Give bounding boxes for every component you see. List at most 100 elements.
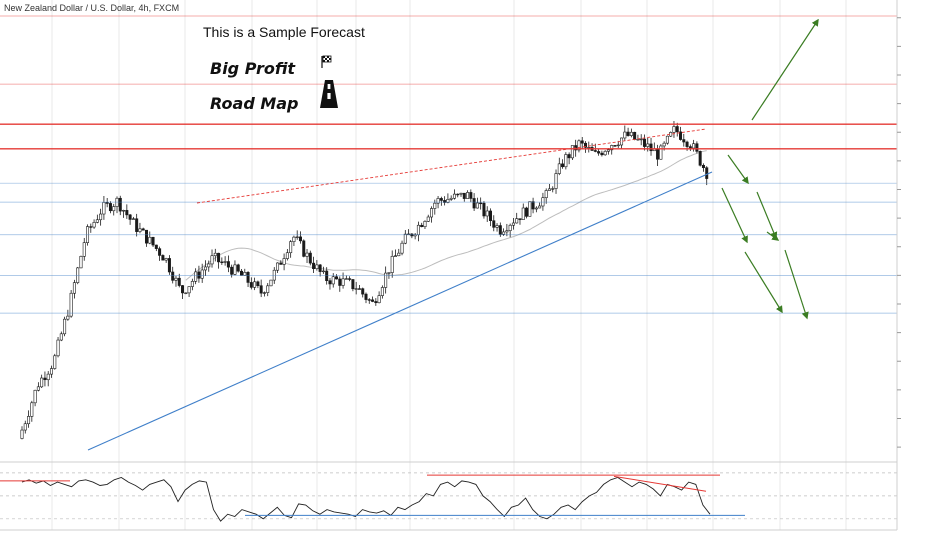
candle-body — [436, 198, 440, 204]
symbol-title: New Zealand Dollar / U.S. Dollar, 4h, FX… — [4, 3, 179, 13]
candle-body — [449, 197, 453, 200]
candle-body — [505, 230, 509, 233]
candle-body — [584, 142, 588, 148]
candle-body — [56, 339, 60, 357]
candle-body — [99, 213, 103, 221]
candle-body — [433, 202, 437, 209]
candle-body — [662, 142, 666, 147]
candle-body — [292, 236, 296, 242]
candle-body — [27, 416, 31, 425]
candle-body — [177, 277, 181, 286]
candle-body — [508, 224, 512, 231]
forecast-arrow — [727, 154, 749, 185]
candle-body — [472, 198, 476, 209]
candle-body — [213, 252, 217, 257]
candle-body — [547, 188, 551, 191]
candle-body — [479, 202, 483, 205]
candle-body — [426, 216, 430, 222]
candle-body — [312, 262, 316, 270]
candle-body — [659, 145, 663, 160]
candle-body — [246, 272, 250, 283]
candle-body — [118, 197, 122, 212]
candle-body — [298, 236, 302, 242]
candle-body — [672, 126, 676, 133]
candle-body — [403, 233, 407, 244]
candle-body — [266, 285, 270, 293]
candle-body — [315, 264, 319, 270]
candle-body — [79, 255, 83, 269]
candle-body — [200, 269, 204, 279]
candle-body — [515, 218, 519, 224]
candle-body — [279, 262, 283, 265]
candle-body — [236, 264, 240, 272]
road-map-text: Road Map — [210, 94, 299, 113]
candle-body — [416, 224, 420, 236]
forecast-arrow — [751, 18, 819, 121]
candle-body — [308, 252, 312, 264]
candle-body — [30, 402, 34, 417]
candle-body — [629, 131, 633, 136]
candle-body — [105, 202, 109, 204]
candle-body — [302, 240, 306, 257]
candle-body — [138, 228, 142, 232]
candle-body — [525, 207, 529, 217]
candle-body — [695, 143, 699, 152]
candle-body — [466, 192, 470, 199]
candle-body — [46, 373, 50, 381]
candle-body — [538, 205, 542, 209]
candle-body — [561, 163, 565, 168]
candle-body — [148, 236, 152, 244]
candle-body — [600, 152, 604, 156]
candle-body — [610, 145, 614, 151]
support-trendline — [87, 171, 713, 451]
candle-body — [498, 225, 502, 235]
candle-body — [351, 279, 355, 290]
candle-body — [475, 202, 479, 209]
candle-body — [49, 368, 53, 375]
candle-body — [688, 146, 692, 149]
candle-body — [620, 137, 624, 146]
candle-body — [53, 355, 57, 369]
candle-body — [158, 248, 162, 256]
candle-body — [587, 147, 591, 149]
candle-body — [210, 255, 214, 265]
forecast-arrow — [784, 249, 809, 320]
candle-body — [518, 218, 522, 220]
candle-body — [282, 258, 286, 265]
candle-body — [485, 210, 489, 217]
candle-body — [223, 261, 227, 263]
candle-body — [184, 292, 188, 294]
candle-body — [335, 276, 339, 280]
candle-body — [95, 219, 99, 223]
forecast-arrow — [756, 191, 778, 240]
candle-body — [151, 236, 155, 246]
oscillator-red-divergence — [613, 475, 707, 492]
candle-body — [217, 252, 221, 263]
candle-body — [423, 221, 427, 228]
candle-body — [207, 263, 211, 268]
candle-body — [269, 279, 273, 287]
candle-body — [570, 145, 574, 159]
candle-body — [203, 266, 207, 271]
moving-average — [185, 150, 707, 281]
forecast-arrow — [721, 187, 748, 244]
candle-body — [390, 255, 394, 273]
candle-body — [380, 287, 384, 296]
candle-body — [112, 206, 116, 212]
candle-body — [328, 280, 332, 285]
candle-body — [377, 295, 381, 304]
candle-body — [639, 138, 643, 141]
price-levels — [0, 15, 897, 314]
candle-body — [462, 192, 466, 199]
candle-body — [276, 262, 280, 271]
candle-body — [141, 228, 145, 231]
candle-body — [122, 210, 126, 212]
road-icon — [320, 80, 338, 108]
candle-body — [194, 271, 198, 282]
candle-body — [597, 151, 601, 154]
moving-average-line — [185, 150, 707, 281]
candle-body — [69, 292, 73, 317]
candle-body — [521, 207, 525, 220]
oscillator-line — [21, 477, 711, 522]
candle-body — [397, 252, 401, 257]
